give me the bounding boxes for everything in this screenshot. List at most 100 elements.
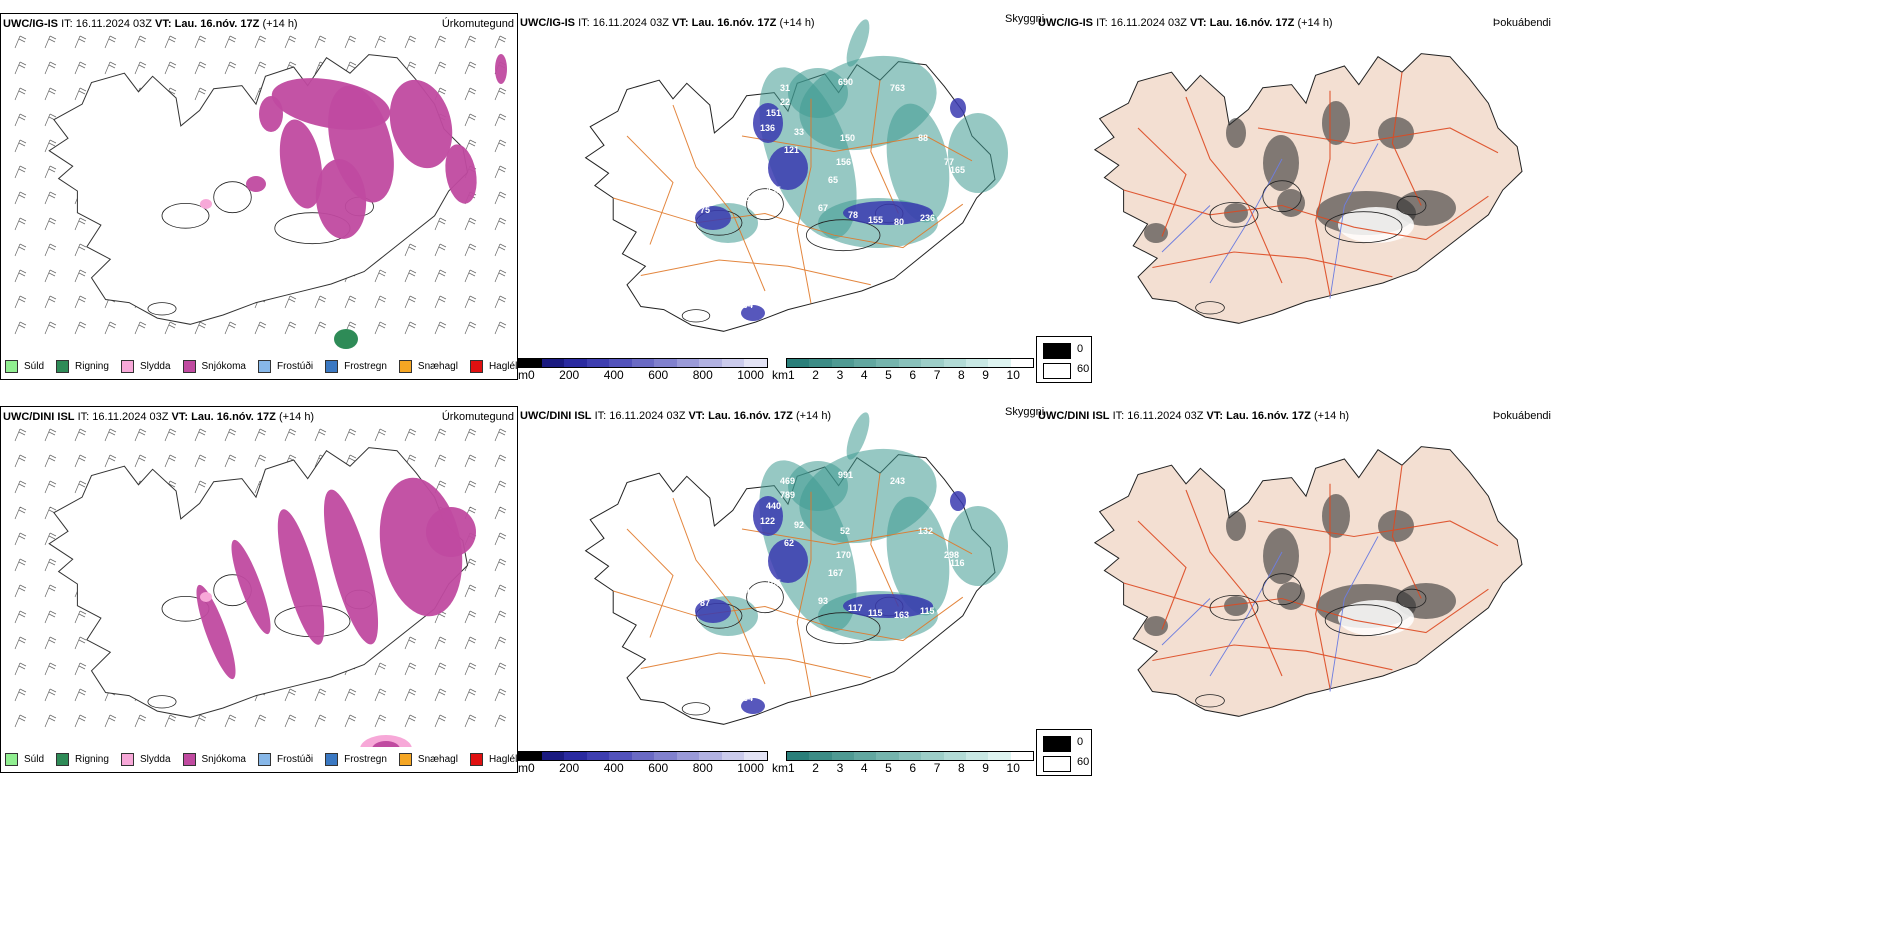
wind-barb — [44, 139, 57, 153]
cloud-base-label: 117 — [848, 603, 863, 613]
glacier-outline — [1324, 604, 1403, 637]
cloud-base-label: 155 — [868, 215, 883, 225]
precip-legend: Súld Rigning Slydda Snjókoma Frostúði Frostre… — [1, 746, 517, 772]
colorbar-tick: 1000 — [737, 368, 764, 382]
fog-key-label: 60 — [1077, 756, 1090, 768]
fog-intensity — [1144, 616, 1168, 636]
precip-panel-title-row1: UWC/IG-IS IT: 16.11.2024 03Z VT: Lau. 16… — [3, 18, 298, 30]
model-name: UWC/IG-IS — [3, 18, 58, 30]
cloud-base-label: 62 — [784, 538, 794, 548]
colorbar-tick: 200 — [559, 368, 580, 382]
wind-barb — [404, 269, 417, 283]
road-network — [613, 473, 973, 697]
visibility-colorbar — [786, 751, 1034, 761]
low-ceiling-area — [741, 698, 765, 714]
wind-barb — [44, 61, 57, 75]
dewpoint-panel-row1: UWC/IG-IS IT: 16.11.2024 03Z VT: Lau. 16… — [1036, 13, 1556, 380]
cloud-base-label: 122 — [760, 516, 775, 526]
cloud-base-label: 156 — [836, 157, 851, 167]
fog-intensity — [1322, 494, 1350, 538]
wind-barb — [134, 454, 147, 468]
cloud-base-label: 150 — [840, 133, 855, 143]
wind-barb — [14, 191, 27, 205]
legend-label: Súld — [24, 753, 45, 765]
wind-barb — [464, 35, 477, 49]
wind-barb — [14, 428, 27, 442]
river-network — [1161, 536, 1379, 692]
wind-barb — [434, 688, 447, 702]
snow-area — [495, 54, 507, 84]
wind-barb — [374, 428, 387, 442]
road-line — [1257, 520, 1499, 547]
wind-barb — [494, 87, 507, 101]
wind-barb — [74, 480, 87, 494]
model-name: UWC/DINI ISL — [520, 410, 592, 422]
wind-barb — [284, 428, 297, 442]
colorbar-bin — [898, 359, 922, 367]
cloud-base-label: 87 — [700, 598, 710, 608]
road-line — [870, 80, 899, 214]
colorbar-tick: 9 — [982, 761, 989, 775]
wind-barb — [44, 35, 57, 49]
road-line — [640, 652, 871, 679]
precip-type-map — [14, 428, 507, 747]
fog-intensity — [1226, 511, 1246, 541]
legend-swatch — [325, 752, 339, 766]
ceiling-ticks: 0 200 400 600 800 1000 — [528, 761, 764, 775]
low-ceiling-area — [950, 98, 966, 118]
colorbar-tick: 1000 — [737, 761, 764, 775]
wind-barb — [14, 610, 27, 624]
wind-barb — [374, 662, 387, 676]
wind-barb — [464, 61, 477, 75]
wind-barb — [404, 243, 417, 257]
colorbar-tick: 0 — [528, 368, 535, 382]
dewpoint-panel-field-name: Þokuábendi — [1492, 17, 1551, 29]
wind-barb — [434, 217, 447, 231]
cloud-base-label: 39 — [754, 534, 764, 544]
wind-barb — [14, 113, 27, 127]
legend-swatch — [257, 359, 271, 373]
wind-barb — [74, 269, 87, 283]
wind-barb — [314, 688, 327, 702]
cloud-base-label: 22 — [780, 97, 790, 107]
wind-barb — [374, 688, 387, 702]
legend-label: Súld — [24, 360, 45, 372]
cloud-base-label: 132 — [918, 526, 933, 536]
wind-barb — [314, 321, 327, 335]
sleet-area — [200, 199, 212, 209]
wind-barb — [374, 35, 387, 49]
wind-barb — [374, 714, 387, 728]
wind-barb — [194, 454, 207, 468]
colorbar-tick: 4 — [860, 368, 868, 382]
cloud-base-label: 163 — [894, 610, 909, 620]
fog-intensity — [1263, 135, 1299, 191]
precip-legend-item: Súld — [5, 359, 45, 373]
road-line — [613, 197, 964, 249]
cloud-base-label: 30 — [754, 141, 764, 151]
cloud-base-label: 116 — [950, 558, 965, 568]
fog-intensity — [1226, 118, 1246, 148]
cloud-base-label: 170 — [836, 550, 851, 560]
glacier-outline — [1324, 211, 1403, 244]
wind-barb — [494, 532, 507, 546]
wind-barb — [494, 610, 507, 624]
model-name: UWC/IG-IS — [520, 17, 575, 29]
precip-panel-field-name: Úrkomutegund — [441, 411, 514, 423]
wind-barb — [44, 610, 57, 624]
colorbar-bin — [654, 359, 677, 367]
legend-label: Rigning — [75, 753, 109, 765]
wind-barb — [74, 454, 87, 468]
cloud-base-label: 52 — [740, 117, 750, 127]
wind-barb — [224, 321, 237, 335]
cloud-base-label: 94 — [740, 586, 750, 596]
road-line — [1123, 189, 1489, 241]
glacier-outline — [806, 219, 881, 252]
legend-label: Rigning — [75, 360, 109, 372]
fog-key-white — [1043, 756, 1071, 772]
road-line — [626, 528, 674, 638]
snow-area — [323, 489, 379, 645]
wind-barb — [494, 113, 507, 127]
colorbar-bin — [831, 752, 855, 760]
colorbar-tick: 400 — [603, 368, 624, 382]
legend-swatch — [56, 359, 70, 373]
